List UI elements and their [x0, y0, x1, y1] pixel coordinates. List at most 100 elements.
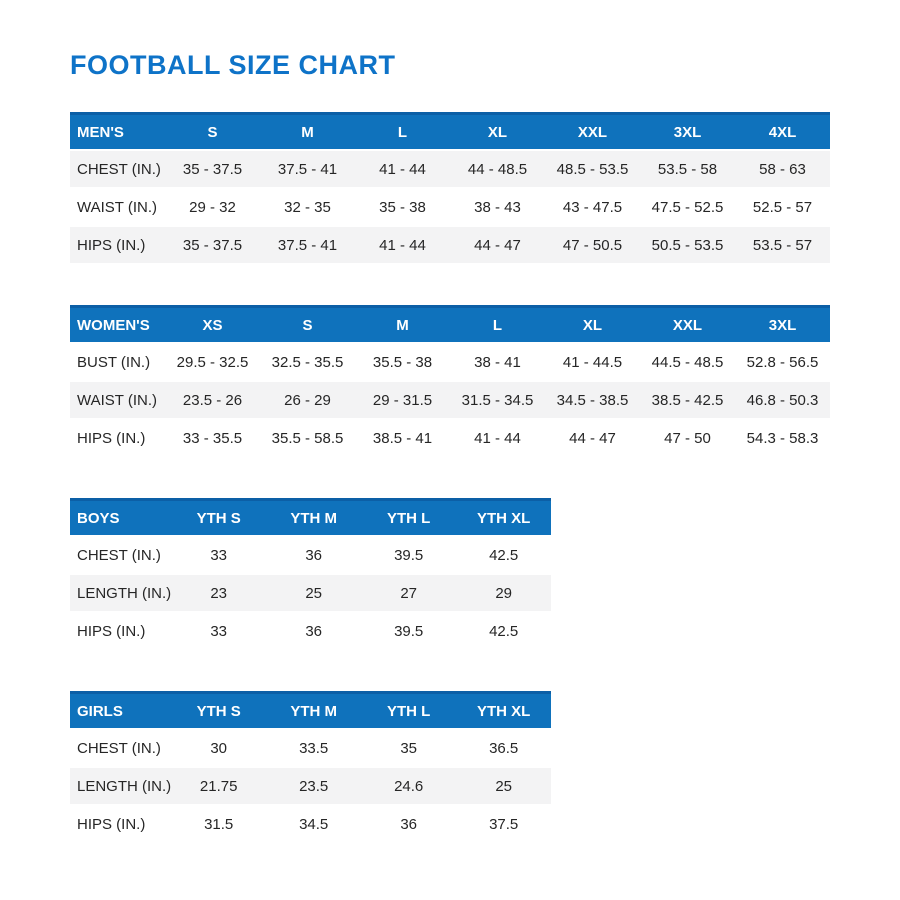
table-row: WAIST (IN.) 29 - 32 32 - 35 35 - 38 38 - 43 4…: [70, 189, 830, 225]
measurement-cell: 42.5: [456, 537, 552, 573]
measurement-cell: 41 - 44: [355, 227, 450, 263]
measurement-cell: 41 - 44.5: [545, 344, 640, 380]
measurement-cell: 42.5: [456, 613, 552, 649]
measurement-cell: 35 - 38: [355, 189, 450, 225]
size-header-cell: YTH L: [361, 498, 457, 535]
size-table-boys: BOYS YTH S YTH M YTH L YTH XL CHEST (IN.) 33 36…: [70, 496, 552, 651]
measurement-cell: 44 - 48.5: [450, 151, 545, 187]
table-title-girls: GIRLS: [70, 691, 172, 728]
table-title-womens: WOMEN'S: [70, 305, 165, 342]
table-row: HIPS (IN.) 33 36 39.5 42.5: [70, 613, 552, 649]
measurement-cell: 36: [266, 537, 362, 573]
measurement-cell: 52.5 - 57: [735, 189, 830, 225]
measurement-cell: 31.5: [171, 806, 267, 842]
measurement-cell: 27: [361, 575, 457, 611]
measurement-cell: 44.5 - 48.5: [640, 344, 735, 380]
measurement-cell: 35 - 37.5: [165, 227, 260, 263]
measurement-cell: 54.3 - 58.3: [735, 420, 830, 456]
size-header-cell: YTH XL: [456, 691, 552, 728]
table-title-boys: BOYS: [70, 498, 172, 535]
measurement-cell: 33: [171, 537, 267, 573]
page-title: FOOTBALL SIZE CHART: [70, 50, 396, 80]
size-header-cell: XL: [545, 305, 640, 342]
size-table-womens: WOMEN'S XS S M L XL XXL 3XL BUST (IN.) 29.5 - 32.…: [70, 303, 830, 458]
measurement-cell: 47 - 50.5: [545, 227, 640, 263]
measurement-cell: 39.5: [361, 537, 457, 573]
size-header-cell: M: [260, 112, 355, 149]
row-label: HIPS (IN.): [70, 420, 165, 456]
measurement-cell: 36.5: [456, 730, 552, 766]
measurement-cell: 38 - 41: [450, 344, 545, 380]
row-label: HIPS (IN.): [70, 613, 172, 649]
measurement-cell: 33.5: [266, 730, 362, 766]
size-header-cell: YTH M: [266, 691, 362, 728]
measurement-cell: 21.75: [171, 768, 267, 804]
measurement-cell: 47.5 - 52.5: [640, 189, 735, 225]
measurement-cell: 23.5 - 26: [165, 382, 260, 418]
table-row: LENGTH (IN.) 21.75 23.5 24.6 25: [70, 768, 552, 804]
measurement-cell: 44 - 47: [450, 227, 545, 263]
measurement-cell: 32 - 35: [260, 189, 355, 225]
measurement-cell: 26 - 29: [260, 382, 355, 418]
table-row: HIPS (IN.) 35 - 37.5 37.5 - 41 41 - 44 44 - …: [70, 227, 830, 263]
measurement-cell: 33: [171, 613, 267, 649]
measurement-cell: 36: [361, 806, 457, 842]
header-row-boys: BOYS YTH S YTH M YTH L YTH XL: [70, 498, 552, 535]
size-header-cell: L: [450, 305, 545, 342]
measurement-cell: 46.8 - 50.3: [735, 382, 830, 418]
measurement-cell: 25: [456, 768, 552, 804]
measurement-cell: 50.5 - 53.5: [640, 227, 735, 263]
measurement-cell: 34.5: [266, 806, 362, 842]
size-header-cell: S: [165, 112, 260, 149]
header-row-girls: GIRLS YTH S YTH M YTH L YTH XL: [70, 691, 552, 728]
measurement-cell: 31.5 - 34.5: [450, 382, 545, 418]
table-row: LENGTH (IN.) 23 25 27 29: [70, 575, 552, 611]
table-row: CHEST (IN.) 33 36 39.5 42.5: [70, 537, 552, 573]
size-header-cell: S: [260, 305, 355, 342]
size-header-cell: 4XL: [735, 112, 830, 149]
measurement-cell: 38.5 - 41: [355, 420, 450, 456]
measurement-cell: 48.5 - 53.5: [545, 151, 640, 187]
row-label: CHEST (IN.): [70, 151, 165, 187]
measurement-cell: 24.6: [361, 768, 457, 804]
measurement-cell: 38.5 - 42.5: [640, 382, 735, 418]
measurement-cell: 29: [456, 575, 552, 611]
size-header-cell: YTH M: [266, 498, 362, 535]
measurement-cell: 35: [361, 730, 457, 766]
size-header-cell: M: [355, 305, 450, 342]
size-tables-container: MEN'S S M L XL XXL 3XL 4XL CHEST (IN.) 35 - 37.5 3…: [70, 110, 900, 844]
size-header-cell: XS: [165, 305, 260, 342]
measurement-cell: 36: [266, 613, 362, 649]
measurement-cell: 37.5 - 41: [260, 151, 355, 187]
measurement-cell: 35.5 - 38: [355, 344, 450, 380]
row-label: HIPS (IN.): [70, 227, 165, 263]
row-label: CHEST (IN.): [70, 730, 172, 766]
size-header-cell: YTH XL: [456, 498, 552, 535]
header-row-womens: WOMEN'S XS S M L XL XXL 3XL: [70, 305, 830, 342]
measurement-cell: 35 - 37.5: [165, 151, 260, 187]
header-row-mens: MEN'S S M L XL XXL 3XL 4XL: [70, 112, 830, 149]
measurement-cell: 44 - 47: [545, 420, 640, 456]
size-header-cell: L: [355, 112, 450, 149]
row-label: LENGTH (IN.): [70, 575, 172, 611]
size-header-cell: YTH S: [171, 691, 267, 728]
measurement-cell: 53.5 - 57: [735, 227, 830, 263]
table-row: HIPS (IN.) 33 - 35.5 35.5 - 58.5 38.5 - 41 4…: [70, 420, 830, 456]
measurement-cell: 58 - 63: [735, 151, 830, 187]
size-table-mens: MEN'S S M L XL XXL 3XL 4XL CHEST (IN.) 35 - 37.5 3…: [70, 110, 830, 265]
size-table-girls: GIRLS YTH S YTH M YTH L YTH XL CHEST (IN.) 30 3…: [70, 689, 552, 844]
measurement-cell: 29 - 32: [165, 189, 260, 225]
table-row: CHEST (IN.) 30 33.5 35 36.5: [70, 730, 552, 766]
size-header-cell: XXL: [640, 305, 735, 342]
measurement-cell: 37.5: [456, 806, 552, 842]
row-label: BUST (IN.): [70, 344, 165, 380]
table-row: HIPS (IN.) 31.5 34.5 36 37.5: [70, 806, 552, 842]
measurement-cell: 30: [171, 730, 267, 766]
measurement-cell: 29.5 - 32.5: [165, 344, 260, 380]
row-label: HIPS (IN.): [70, 806, 172, 842]
measurement-cell: 37.5 - 41: [260, 227, 355, 263]
size-header-cell: 3XL: [640, 112, 735, 149]
measurement-cell: 34.5 - 38.5: [545, 382, 640, 418]
size-header-cell: XXL: [545, 112, 640, 149]
